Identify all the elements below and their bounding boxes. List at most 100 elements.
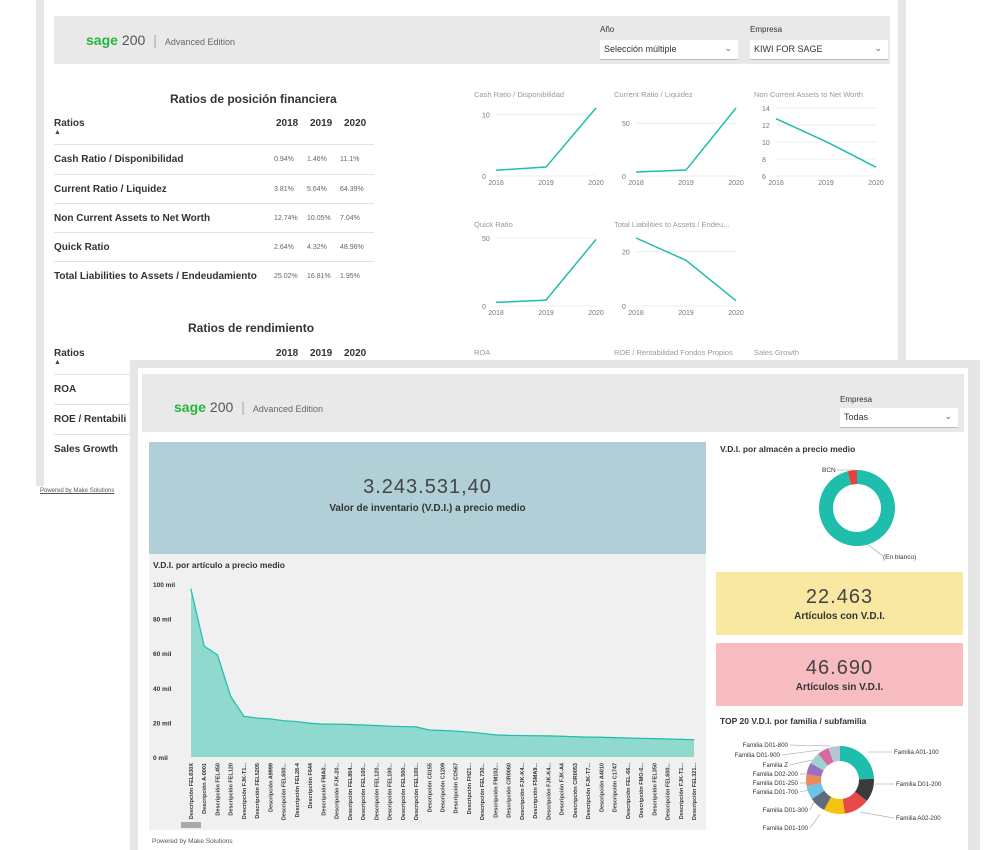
x-tick-label: 2019 [678, 180, 694, 187]
slice-label: Familia A01-100 [894, 749, 939, 756]
scrollbar-thumb[interactable] [181, 822, 201, 828]
logo-separator: | [241, 399, 245, 415]
footer-text: Powered by Make Solutions [152, 838, 233, 845]
data-point [494, 734, 497, 736]
company-filter-dropdown[interactable]: Todas ⌄ [840, 408, 958, 428]
slice-label: (En blanco) [883, 554, 916, 561]
logo-edition: Advanced Edition [164, 37, 235, 47]
footer-link[interactable]: Powered by Make Solutions [40, 488, 115, 494]
pie-slice [840, 746, 874, 780]
x-tick-label: Descripción F644 [308, 762, 314, 808]
pie-slice [824, 796, 845, 814]
x-tick-label: Descripción FEL450 [215, 763, 221, 816]
chevron-down-icon: ⌄ [944, 411, 952, 421]
row-name: Total Liabilities to Assets / Endeudamie… [54, 270, 257, 282]
y-tick-label: 0 [622, 174, 626, 181]
series-line [775, 118, 877, 168]
data-point [309, 722, 311, 724]
row-name: ROE / Rentabili [54, 413, 127, 425]
row-value: 5.64% [307, 185, 327, 193]
row-value: 12.74% [274, 214, 298, 222]
row-name: Current Ratio / Liquidez [54, 183, 167, 195]
mini-line-chart: ROE / Rentabilidad Fondos Propios [614, 348, 744, 448]
x-tick-label: Descripción C0155 [427, 763, 433, 812]
row-value: 10.05% [307, 214, 331, 222]
slice-label: Familia D02-200 [753, 771, 799, 778]
x-tick-label: Descripción CIR0053 [573, 763, 579, 818]
data-point [534, 735, 536, 737]
area-line [190, 589, 695, 741]
data-point [388, 725, 391, 727]
y-tick-label: 80 mil [153, 617, 172, 624]
pie-slice [842, 791, 867, 814]
performance-section-title: Ratios de rendimiento [188, 321, 315, 335]
data-point [402, 725, 404, 728]
y-tick-label: 0 [482, 174, 486, 181]
mini-chart-svg: 0 50 2018 2019 2020 [622, 107, 744, 187]
y-tick-label: 60 mil [153, 651, 172, 658]
data-point [349, 723, 351, 726]
data-point [428, 729, 430, 731]
mini-line-chart: Current Ratio / Liquidez 0 50 2018 2019 2020 [614, 90, 744, 190]
y-tick-label: 8 [762, 157, 766, 164]
x-tick-label: Descripción FM102... [493, 763, 499, 818]
x-tick-label: Descripción FJK-K4... [520, 763, 526, 820]
data-point [375, 724, 377, 727]
x-tick-label: Descripción FEL-66... [626, 763, 632, 819]
x-tick-label: Descripción FJK-K4... [546, 763, 552, 820]
data-point [283, 720, 285, 722]
x-tick-label: 2020 [728, 310, 744, 317]
data-point [574, 736, 576, 738]
y-tick-label: 0 mil [153, 755, 168, 762]
data-point [190, 588, 192, 590]
logo-separator: | [153, 32, 157, 48]
data-point [613, 737, 616, 739]
footer-link[interactable]: Powered by Make Solutions [152, 838, 233, 845]
pie-slice [810, 753, 828, 771]
table-row: Total Liabilities to Assets / Endeudamie… [54, 261, 374, 290]
x-tick-label: 2018 [488, 180, 504, 187]
series-line [495, 107, 597, 171]
report-header: sage 200 | Advanced Edition Año Selecció… [54, 16, 890, 64]
x-tick-label: Descripción A4010 [599, 763, 605, 812]
company-filter-value: Todas [844, 412, 869, 422]
data-point [322, 723, 324, 725]
company-filter-dropdown[interactable]: KIWI FOR SAGE ⌄ [750, 40, 888, 60]
x-tick-label: Descripción FMO-6... [639, 763, 645, 818]
data-point [600, 736, 602, 738]
mini-line-chart: Quick Ratio 0 50 2018 2019 2020 [474, 220, 604, 320]
slice-label: Familia D01-800 [743, 742, 789, 749]
area-chart: 0 mil 20 mil 40 mil 60 mil 80 mil 100 mil Desc… [153, 582, 698, 821]
col-header-ratios[interactable]: Ratios ▲ [54, 118, 85, 136]
warehouse-donut-chart: (En blanco) BCN [819, 467, 916, 561]
year-filter-label: Año [600, 25, 615, 34]
data-point [256, 717, 258, 719]
y-tick-label: 0 [482, 304, 486, 311]
y-tick-label: 14 [762, 106, 770, 113]
sage-logo: sage 200 | Advanced Edition [86, 32, 235, 48]
x-tick-label: Descripción FEL500... [401, 763, 407, 821]
pie-slice [828, 746, 840, 763]
row-name: ROA [54, 383, 77, 395]
col-header-ratios[interactable]: Ratios ▲ [54, 348, 85, 366]
financial-ratios-table: Ratios ▲ 2018 2019 2020 Cash Ratio / Dis… [54, 118, 384, 298]
x-tick-label: Descripción FEL321... [692, 763, 698, 821]
y-tick-label: 50 [482, 236, 490, 243]
slice-label: Familia Z [763, 762, 789, 769]
mini-chart-svg: 0 20 2018 2019 2020 [622, 237, 744, 317]
area-chart-title: V.D.I. por artículo a precio medio [153, 560, 285, 570]
table-row: Cash Ratio / Disponibilidad 0.94% 1.46% … [54, 144, 374, 173]
x-tick-label: Descripción FHZ1... [467, 763, 473, 815]
x-tick-label: Descripción FJK-A4 [560, 762, 566, 815]
x-tick-label: Descripción FEL600... [666, 763, 672, 821]
x-tick-label: 2020 [588, 310, 604, 317]
kpi-value: 22.463 [805, 586, 874, 608]
x-tick-label: Descripción FEL830X [189, 763, 195, 820]
slice-label: Familia A02-200 [896, 815, 941, 822]
data-point [653, 738, 655, 740]
year-filter-dropdown[interactable]: Selección múltiple ⌄ [600, 40, 738, 60]
row-value: 1.46% [307, 155, 327, 163]
table-row: Current Ratio / Liquidez 3.81% 5.64% 64.… [54, 174, 374, 203]
pie-slice [806, 774, 822, 786]
y-tick-label: 12 [762, 123, 770, 130]
